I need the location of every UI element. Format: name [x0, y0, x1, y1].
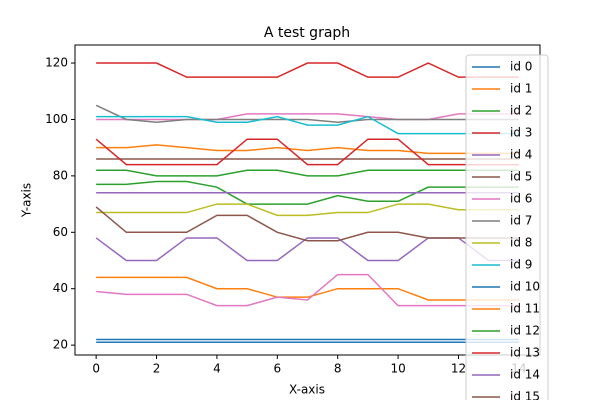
x-tick-label: 8	[334, 362, 342, 376]
x-tick-label: 4	[213, 362, 221, 376]
y-tick-label: 80	[53, 168, 68, 182]
legend-label: id 9	[510, 258, 532, 272]
series-line	[96, 62, 519, 78]
series-line	[96, 276, 519, 301]
legend: id 0 id 1 id 2 id 3 id 4 id 5 id 6 id 7 id 8 id 9…	[465, 54, 549, 400]
x-tick-label: 12	[451, 362, 466, 376]
series-line	[96, 144, 519, 155]
legend-label: id 5	[510, 170, 532, 184]
legend-label: id 11	[510, 302, 540, 316]
legend-label: id 3	[510, 126, 532, 140]
y-tick-label: 40	[53, 281, 68, 295]
legend-label: id 15	[510, 390, 540, 400]
series-line	[96, 115, 519, 135]
legend-label: id 13	[510, 346, 540, 360]
series-line	[95, 206, 519, 242]
legend-label: id 14	[510, 368, 540, 382]
y-tick-label: 100	[45, 112, 68, 126]
x-tick-label: 6	[273, 362, 281, 376]
series-line	[96, 169, 519, 177]
series-line	[96, 203, 519, 217]
x-tick-label: 10	[390, 362, 405, 376]
y-tick-label: 60	[53, 225, 68, 239]
legend-label: id 10	[510, 280, 540, 294]
legend-label: id 6	[510, 192, 532, 206]
x-axis-label: X-axis	[289, 383, 325, 397]
legend-label: id 12	[510, 324, 540, 338]
series-line	[96, 273, 519, 307]
legend-label: id 8	[510, 236, 532, 250]
chart-title: A test graph	[264, 25, 350, 41]
series-line	[95, 104, 519, 124]
series-line	[95, 138, 519, 166]
legend-label: id 4	[510, 148, 532, 162]
legend-label: id 0	[510, 60, 532, 74]
y-tick-label: 20	[53, 338, 68, 352]
x-tick-label: 0	[92, 362, 100, 376]
series-line	[96, 180, 519, 205]
legend-label: id 1	[510, 82, 532, 96]
legend-label: id 7	[510, 214, 532, 228]
x-tick-label: 2	[153, 362, 161, 376]
legend-box	[465, 54, 549, 400]
y-axis-label: Y-axis	[20, 183, 34, 218]
y-tick-label: 120	[45, 56, 68, 70]
legend-label: id 2	[510, 104, 532, 118]
series-line	[96, 113, 519, 121]
